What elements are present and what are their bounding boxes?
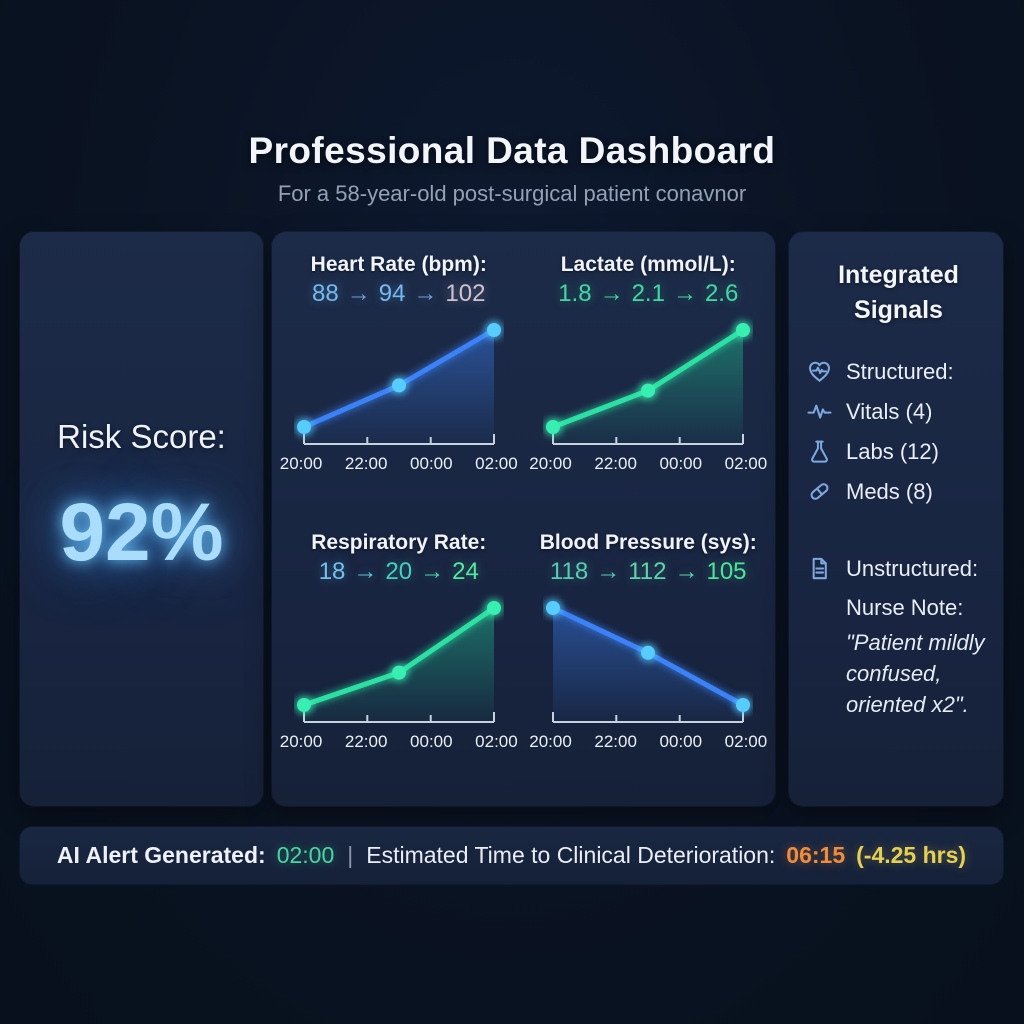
trend-value: → <box>346 280 371 307</box>
x-axis-labels: 20:00 22:00 00:00 02:00 <box>280 454 518 474</box>
deterioration-time: 06:15 <box>786 842 846 868</box>
chart-title: Respiratory Rate: <box>311 531 487 554</box>
x-axis-label: 00:00 <box>410 732 453 751</box>
signal-label: Unstructured: <box>846 555 979 581</box>
trend-value: 105 <box>706 558 747 585</box>
chart-title: Heart Rate (bpm): <box>310 253 487 276</box>
trend-value: 1.8 <box>558 280 592 307</box>
nurse-note-text: "Patient mildly <box>846 630 985 655</box>
respiratory-rate-chart-card: Respiratory Rate: 18 → 20 → 24 20:00 22:00 00:… <box>274 522 524 800</box>
x-axis-label: 22:00 <box>344 454 388 473</box>
flask-icon <box>811 440 828 463</box>
x-axis-label: 02:00 <box>475 732 518 751</box>
unstructured-section: Unstructured: Nurse Note: "Patient mildl… <box>806 555 991 721</box>
chart-trend-values: 88 → 94 → 102 <box>308 280 489 308</box>
trend-value: → <box>599 280 624 307</box>
heart-rate-line-chart <box>293 320 504 445</box>
signal-row-unstructured: Unstructured: <box>806 555 991 582</box>
trend-value: → <box>672 280 697 307</box>
chart-trend-values: 118 → 112 → 105 <box>546 558 751 586</box>
risk-score-value: 92% <box>59 487 224 578</box>
chart-title: Blood Pressure (sys): <box>539 531 757 554</box>
chart-trend-values: 18 → 20 → 24 <box>315 558 483 586</box>
x-axis-label: 00:00 <box>659 732 703 751</box>
trend-value: → <box>420 558 445 585</box>
x-axis-label: 02:00 <box>724 454 768 473</box>
page-title: Professional Data Dashboard <box>248 130 776 171</box>
waveform-icon <box>807 404 832 419</box>
trend-value: 94 <box>378 280 406 307</box>
vitals-charts-panel: Heart Rate (bpm): 88 → 94 → 102 20:00 22:00 00… <box>272 232 775 806</box>
page-subtitle: For a 58-year-old post-surgical patient … <box>277 181 747 206</box>
x-axis-label: 22:00 <box>344 732 388 751</box>
nurse-note: Nurse Note: "Patient mildly confused, or… <box>806 595 991 721</box>
trend-value: 20 <box>385 558 413 585</box>
signal-label: Vitals (4) <box>846 398 933 424</box>
ai-alert-bar: AI Alert Generated: 02:00 | Estimated Ti… <box>20 827 1003 884</box>
respiratory-rate-line-chart <box>293 598 504 723</box>
trend-value: 18 <box>318 558 346 585</box>
nurse-note-text: oriented x2". <box>846 692 969 718</box>
risk-score-panel: Risk Score: 92% <box>20 232 263 806</box>
trend-value: 2.6 <box>704 280 739 307</box>
x-axis-label: 20:00 <box>529 732 572 751</box>
signals-panel-title: Integrated Signals <box>838 261 959 324</box>
document-icon <box>812 557 827 580</box>
alert-divider: | <box>347 842 354 868</box>
chart-trend-values: 1.8 → 2.1 → 2.6 <box>554 280 742 308</box>
signal-row-structured: Structured: <box>806 358 991 385</box>
lactate-line-chart <box>543 320 754 445</box>
heart-pulse-icon <box>809 361 830 382</box>
x-axis-labels: 20:00 22:00 00:00 02:00 <box>529 732 767 752</box>
nurse-note-text: confused, <box>846 661 942 687</box>
x-axis-label: 20:00 <box>279 732 323 751</box>
deterioration-label: Estimated Time to Clinical Deterioration… <box>366 842 776 868</box>
trend-value: 102 <box>445 280 486 307</box>
x-axis-label: 22:00 <box>594 454 637 473</box>
trend-value: 118 <box>549 558 589 585</box>
nurse-note-label: Nurse Note: <box>846 595 964 620</box>
trend-value: → <box>596 558 621 585</box>
x-axis-label: 00:00 <box>659 454 703 473</box>
x-axis-label: 20:00 <box>279 454 323 473</box>
signal-row-meds: Meds (8) <box>806 478 991 505</box>
trend-value: → <box>674 558 699 585</box>
blood-pressure-chart-card: Blood Pressure (sys): 118 → 112 → 105 20:00 2… <box>524 522 774 800</box>
heart-rate-chart-card: Heart Rate (bpm): 88 → 94 → 102 20:00 22:00 00… <box>274 244 524 522</box>
signal-label: Labs (12) <box>846 438 939 464</box>
trend-value: 24 <box>452 558 479 585</box>
trend-value: 112 <box>628 558 667 585</box>
x-axis-label: 20:00 <box>529 454 572 473</box>
page-header: Professional Data Dashboard For a 58-yea… <box>0 130 1024 207</box>
lactate-chart-card: Lactate (mmol/L): 1.8 → 2.1 → 2.6 20:00 22:00… <box>524 244 774 522</box>
x-axis-label: 02:00 <box>475 454 518 473</box>
deterioration-delta: (-4.25 hrs) <box>856 842 967 868</box>
x-axis-label: 02:00 <box>724 732 768 751</box>
alert-generated-time: 02:00 <box>276 842 335 868</box>
signal-row-vitals: Vitals (4) <box>806 398 991 425</box>
signal-label: Meds (8) <box>846 478 933 504</box>
trend-value: 88 <box>312 280 339 307</box>
risk-score-label: Risk Score: <box>57 418 226 455</box>
pill-icon <box>810 483 829 500</box>
blood-pressure-line-chart <box>543 598 754 723</box>
alert-generated-label: AI Alert Generated: <box>56 842 266 868</box>
signal-label: Structured: <box>846 358 954 384</box>
trend-value: → <box>413 280 438 307</box>
signal-row-labs: Labs (12) <box>806 438 991 465</box>
trend-value: → <box>353 558 378 585</box>
x-axis-labels: 20:00 22:00 00:00 02:00 <box>529 454 767 474</box>
chart-title: Lactate (mmol/L): <box>560 253 736 276</box>
x-axis-label: 22:00 <box>594 732 637 751</box>
x-axis-label: 00:00 <box>410 454 453 473</box>
trend-value: 2.1 <box>631 280 665 307</box>
integrated-signals-panel: Integrated Signals Structured: Vitals (4… <box>789 232 1003 806</box>
x-axis-labels: 20:00 22:00 00:00 02:00 <box>280 732 518 752</box>
